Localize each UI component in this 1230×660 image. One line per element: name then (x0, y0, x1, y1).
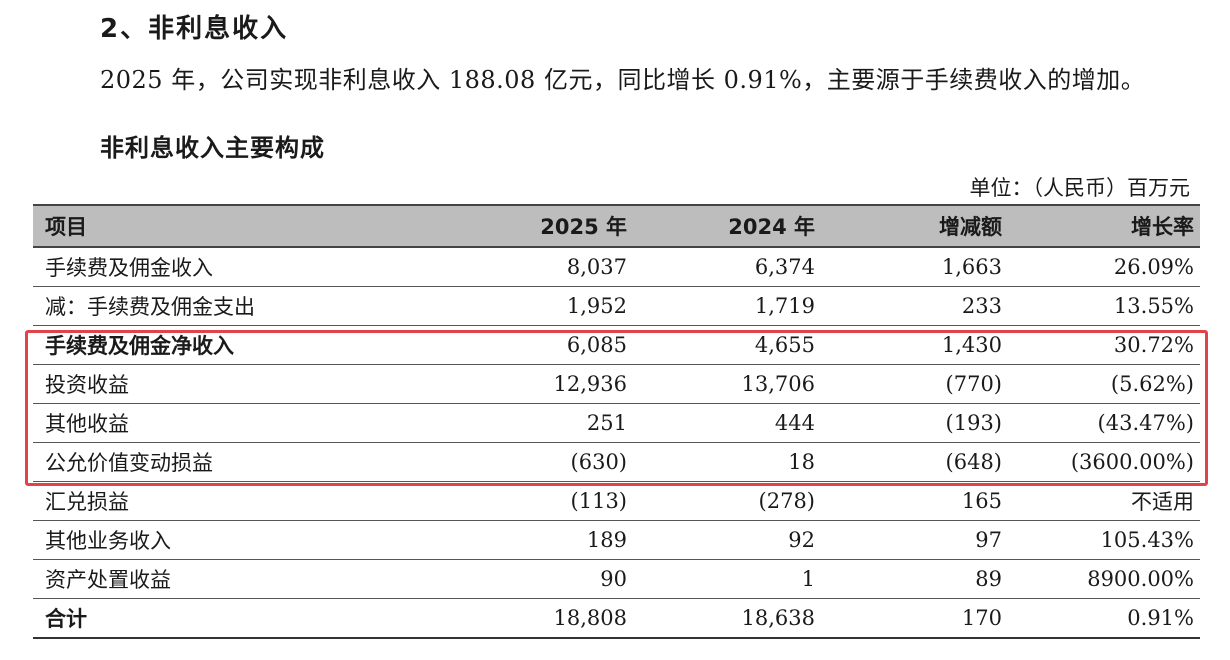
row-item: 手续费及佣金收入 (33, 247, 383, 287)
row-2024: 1,719 (633, 286, 821, 326)
table-row: 汇兑损益 (113) (278) 165 不适用 (33, 481, 1200, 521)
row-2024: 18 (633, 442, 821, 482)
row-2024: 6,374 (633, 247, 821, 287)
row-2025: 251 (383, 403, 633, 443)
total-change: 170 (821, 598, 1008, 639)
row-change: 165 (821, 481, 1008, 521)
row-change: (193) (821, 403, 1008, 443)
row-growth: 105.43% (1008, 520, 1200, 560)
total-growth: 0.91% (1008, 598, 1200, 639)
row-change: 233 (821, 286, 1008, 326)
row-2024: 13,706 (633, 364, 821, 404)
header-change: 增减额 (821, 204, 1008, 248)
row-item: 汇兑损益 (33, 481, 383, 521)
row-2025: 8,037 (383, 247, 633, 287)
row-growth: (43.47%) (1008, 403, 1200, 443)
row-growth: 13.55% (1008, 286, 1200, 326)
table-row: 其他收益 251 444 (193) (43.47%) (33, 403, 1200, 443)
row-change: 1,430 (821, 325, 1008, 365)
row-change: 97 (821, 520, 1008, 560)
unit-note: 单位：（人民币）百万元 (969, 176, 1191, 200)
row-item: 其他业务收入 (33, 520, 383, 560)
header-2024: 2024 年 (633, 204, 821, 248)
row-growth: 不适用 (1008, 481, 1200, 521)
row-growth: 8900.00% (1008, 559, 1200, 599)
row-2025: 90 (383, 559, 633, 599)
header-growth: 增长率 (1008, 204, 1200, 248)
header-item: 项目 (33, 204, 383, 248)
row-change: (648) (821, 442, 1008, 482)
table-row: 手续费及佣金收入 8,037 6,374 1,663 26.09% (33, 247, 1200, 287)
total-label: 合计 (33, 598, 383, 639)
row-change: (770) (821, 364, 1008, 404)
row-growth: 30.72% (1008, 325, 1200, 365)
table-row: 减：手续费及佣金支出 1,952 1,719 233 13.55% (33, 286, 1200, 326)
table-row: 公允价值变动损益 (630) 18 (648) (3600.00%) (33, 442, 1200, 482)
row-item: 投资收益 (33, 364, 383, 404)
row-2024: 444 (633, 403, 821, 443)
row-item: 公允价值变动损益 (33, 442, 383, 482)
row-item: 其他收益 (33, 403, 383, 443)
total-row: 合计 18,808 18,638 170 0.91% (33, 598, 1200, 639)
non-interest-income-table: 项目 2025 年 2024 年 增减额 增长率 手续费及佣金收入 8,037 … (33, 204, 1200, 639)
row-2025: 6,085 (383, 325, 633, 365)
total-2024: 18,638 (633, 598, 821, 639)
total-2025: 18,808 (383, 598, 633, 639)
row-2025: (630) (383, 442, 633, 482)
header-2025: 2025 年 (383, 204, 633, 248)
row-2024: 92 (633, 520, 821, 560)
row-2024: (278) (633, 481, 821, 521)
row-2025: 189 (383, 520, 633, 560)
row-growth: (3600.00%) (1008, 442, 1200, 482)
table-row: 投资收益 12,936 13,706 (770) (5.62%) (33, 364, 1200, 404)
row-2025: 12,936 (383, 364, 633, 404)
table-row: 资产处置收益 90 1 89 8900.00% (33, 559, 1200, 599)
table-title: 非利息收入主要构成 (100, 134, 325, 162)
row-2024: 1 (633, 559, 821, 599)
table-row: 手续费及佣金净收入 6,085 4,655 1,430 30.72% (33, 325, 1200, 365)
table-row: 其他业务收入 189 92 97 105.43% (33, 520, 1200, 560)
row-item: 减：手续费及佣金支出 (33, 286, 383, 326)
row-2025: (113) (383, 481, 633, 521)
row-item: 手续费及佣金净收入 (33, 325, 383, 365)
row-2025: 1,952 (383, 286, 633, 326)
summary-paragraph: 2025 年，公司实现非利息收入 188.08 亿元，同比增长 0.91%，主要… (100, 66, 1146, 94)
table-header-row: 项目 2025 年 2024 年 增减额 增长率 (33, 204, 1200, 248)
row-item: 资产处置收益 (33, 559, 383, 599)
row-growth: (5.62%) (1008, 364, 1200, 404)
section-heading: 2、非利息收入 (100, 14, 289, 44)
row-growth: 26.09% (1008, 247, 1200, 287)
row-2024: 4,655 (633, 325, 821, 365)
row-change: 1,663 (821, 247, 1008, 287)
row-change: 89 (821, 559, 1008, 599)
